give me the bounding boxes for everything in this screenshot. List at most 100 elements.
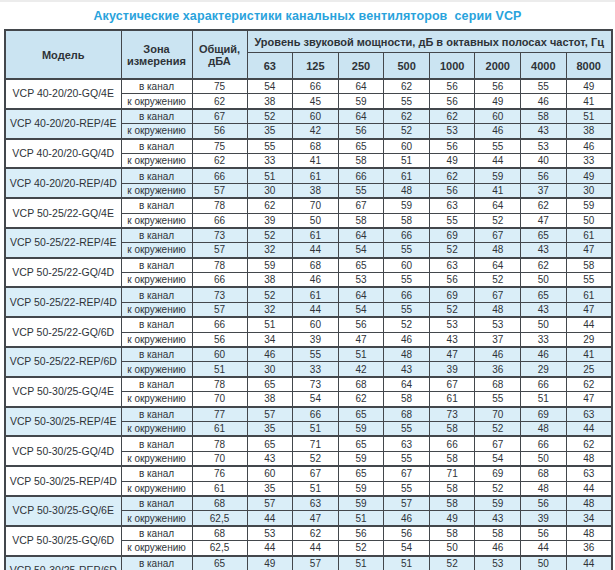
total-dba-cell: 77 (192, 407, 247, 422)
spl-cell-125hz: 70 (293, 198, 339, 213)
spl-cell-63hz: 30 (247, 183, 293, 198)
spl-cell-2000hz: 67 (475, 287, 521, 302)
spl-cell-2000hz: 68 (475, 377, 521, 392)
spl-cell-63hz: 43 (247, 451, 293, 466)
spl-cell-63hz: 65 (247, 377, 293, 392)
spl-cell-63hz: 46 (247, 347, 293, 362)
spl-cell-4000hz: 55 (521, 79, 567, 94)
spl-cell-250hz: 58 (338, 213, 384, 228)
spl-cell-2000hz: 37 (475, 332, 521, 347)
spl-cell-1000hz: 53 (429, 124, 475, 139)
spl-cell-4000hz: 66 (521, 436, 567, 451)
spl-cell-8000hz: 49 (566, 79, 612, 94)
spl-cell-250hz: 54 (338, 243, 384, 258)
total-dba-cell: 78 (192, 198, 247, 213)
total-dba-cell: 62,5 (192, 511, 247, 526)
spl-cell-500hz: 58 (384, 213, 430, 228)
spl-cell-1000hz: 53 (429, 317, 475, 332)
spl-cell-63hz: 38 (247, 273, 293, 288)
total-dba-cell: 68 (192, 526, 247, 541)
spl-cell-8000hz: 61 (566, 287, 612, 302)
spl-cell-500hz: 51 (384, 153, 430, 168)
total-dba-cell: 66 (192, 317, 247, 332)
spl-cell-500hz: 62 (384, 109, 430, 124)
spl-cell-2000hz: 67 (475, 436, 521, 451)
zone-cell-ambient: к окружению (121, 421, 192, 436)
total-dba-cell: 57 (192, 243, 247, 258)
spl-cell-2000hz: 44 (475, 153, 521, 168)
spl-cell-125hz: 47 (293, 511, 339, 526)
spl-cell-8000hz: 48 (566, 526, 612, 541)
table-row: VCP 40-20/20-GQ/4Dв канал755568656056555… (5, 139, 612, 154)
spl-cell-2000hz: 55 (475, 392, 521, 407)
spl-cell-500hz: 58 (384, 392, 430, 407)
spl-cell-63hz: 51 (247, 168, 293, 183)
spl-cell-1000hz: 66 (429, 436, 475, 451)
spl-cell-8000hz: 30 (566, 183, 612, 198)
spl-cell-2000hz: 48 (475, 302, 521, 317)
spl-cell-250hz: 64 (338, 109, 384, 124)
spl-cell-4000hz: 53 (521, 139, 567, 154)
spl-cell-2000hz: 55 (475, 139, 521, 154)
total-dba-cell: 57 (192, 302, 247, 317)
spl-cell-1000hz: 52 (429, 243, 475, 258)
spl-cell-500hz: 64 (384, 377, 430, 392)
spl-cell-125hz: 45 (293, 94, 339, 109)
spl-cell-125hz: 41 (293, 153, 339, 168)
spl-cell-500hz: 56 (384, 526, 430, 541)
spl-cell-125hz: 44 (293, 243, 339, 258)
spl-cell-125hz: 66 (293, 79, 339, 94)
spl-cell-63hz: 52 (247, 109, 293, 124)
spl-cell-4000hz: 47 (521, 213, 567, 228)
spl-cell-250hz: 59 (338, 94, 384, 109)
spl-cell-1000hz: 71 (429, 466, 475, 481)
spl-cell-8000hz: 47 (566, 243, 612, 258)
spl-cell-250hz: 54 (338, 302, 384, 317)
zone-cell-duct: в канал (121, 556, 192, 570)
spl-cell-63hz: 44 (247, 511, 293, 526)
spl-cell-2000hz: 43 (475, 511, 521, 526)
table-row: VCP 50-30/25-REP/4Eв канал77576665687370… (5, 407, 612, 422)
spl-cell-250hz: 51 (338, 347, 384, 362)
spl-cell-4000hz: 50 (521, 273, 567, 288)
spl-cell-2000hz: 36 (475, 362, 521, 377)
spl-cell-250hz: 62 (338, 392, 384, 407)
spl-cell-63hz: 57 (247, 496, 293, 511)
spl-cell-125hz: 42 (293, 124, 339, 139)
spl-cell-250hz: 65 (338, 436, 384, 451)
spl-cell-125hz: 61 (293, 287, 339, 302)
total-dba-cell: 61 (192, 421, 247, 436)
spl-cell-250hz: 52 (338, 541, 384, 556)
spl-cell-1000hz: 47 (429, 347, 475, 362)
spl-cell-4000hz: 46 (521, 94, 567, 109)
zone-cell-duct: в канал (121, 377, 192, 392)
spl-cell-1000hz: 58 (429, 421, 475, 436)
total-dba-cell: 76 (192, 466, 247, 481)
model-cell: VCP 50-30/25-REP/6D (5, 556, 121, 570)
spl-cell-500hz: 60 (384, 258, 430, 273)
total-dba-cell: 78 (192, 258, 247, 273)
model-cell: VCP 50-30/25-GQ/4D (5, 436, 121, 466)
model-cell: VCP 50-30/25-GQ/6D (5, 526, 121, 556)
zone-cell-ambient: к окружению (121, 302, 192, 317)
spl-cell-250hz: 64 (338, 228, 384, 243)
model-cell: VCP 50-25/22-REP/4E (5, 228, 121, 258)
spl-cell-125hz: 51 (293, 481, 339, 496)
total-dba-cell: 66 (192, 168, 247, 183)
freq-header-250: 250 (338, 53, 384, 80)
spl-cell-4000hz: 68 (521, 466, 567, 481)
spl-cell-2000hz: 49 (475, 94, 521, 109)
spl-cell-125hz: 33 (293, 362, 339, 377)
spl-cell-1000hz: 55 (429, 213, 475, 228)
spl-cell-2000hz: 46 (475, 347, 521, 362)
spl-cell-500hz: 55 (384, 421, 430, 436)
spl-cell-500hz: 66 (384, 228, 430, 243)
spl-cell-8000hz: 49 (566, 168, 612, 183)
spl-cell-8000hz: 44 (566, 421, 612, 436)
spl-cell-63hz: 57 (247, 407, 293, 422)
spl-cell-250hz: 65 (338, 258, 384, 273)
model-cell: VCP 40-20/20-GQ/4D (5, 139, 121, 169)
model-cell: VCP 50-25/22-REP/6D (5, 347, 121, 377)
zone-cell-duct: в канал (121, 407, 192, 422)
spl-cell-250hz: 42 (338, 362, 384, 377)
